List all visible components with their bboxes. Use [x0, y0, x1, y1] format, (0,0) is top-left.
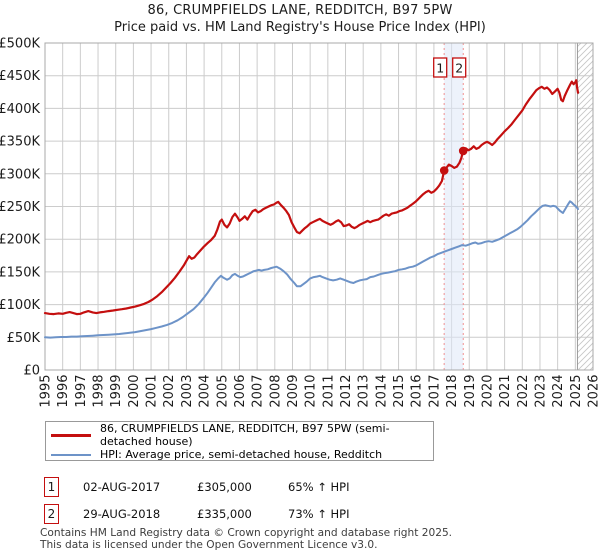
x-tick-label: 2008 [268, 375, 283, 408]
x-tick-label: 2024 [551, 375, 566, 408]
y-tick-label: £50K [7, 331, 41, 346]
sale-date: 29-AUG-2018 [83, 507, 161, 521]
price-history-chart: 1 2 £0 £50K £100K £150K £200K £250K £300K £350K £4… [0, 37, 600, 408]
x-tick-label: 2004 [198, 375, 213, 408]
x-tick-label: 2006 [233, 375, 248, 408]
y-tick-label: £0 [23, 364, 40, 379]
sale-label-box [433, 57, 448, 78]
legend: 86, CRUMPFIELDS LANE, REDDITCH, B97 5PW … [45, 421, 434, 461]
x-tick-label: 2003 [180, 375, 195, 408]
sale-annotation-row: 1 02-AUG-2017 £305,000 65% ↑ HPI [44, 477, 464, 498]
sale-marker-dot [439, 166, 449, 175]
x-tick-label: 2022 [516, 375, 531, 408]
hpi-line [44, 200, 579, 339]
x-tick-label: 2010 [304, 375, 319, 408]
between-sales-band [444, 43, 464, 370]
x-tick-label: 2021 [498, 375, 513, 408]
sale-price: £305,000 [197, 480, 252, 494]
page-subtitle: Price paid vs. HM Land Registry's House … [114, 20, 486, 35]
y-tick-label: £500K [0, 37, 40, 52]
sale-marker-dot [458, 146, 468, 156]
x-tick-label: 1999 [109, 375, 124, 408]
sale-number-badge: 1 [44, 477, 59, 497]
legend-label: 86, CRUMPFIELDS LANE, REDDITCH, B97 5PW … [100, 422, 390, 448]
legend-line-swatch [51, 433, 91, 437]
sale-label-box [452, 57, 467, 78]
y-tick-label: £200K [0, 233, 40, 248]
x-tick-label: 2019 [463, 375, 478, 408]
x-tick-label: 2002 [162, 375, 177, 408]
x-tick-label: 2009 [286, 375, 301, 408]
y-tick-label: £450K [0, 69, 40, 84]
x-tick-label: 2015 [392, 375, 407, 408]
x-tick-label: 2001 [145, 375, 160, 408]
legend-line-swatch [51, 453, 91, 456]
legend-label: HPI: Average price, semi-detached house,… [100, 448, 383, 461]
sale-annotation-row: 2 29-AUG-2018 £335,000 73% ↑ HPI [44, 504, 464, 525]
plot-border [44, 42, 594, 371]
x-tick-label: 2013 [357, 375, 372, 408]
x-tick-label: 1997 [74, 375, 89, 408]
future-hatch-region [577, 43, 593, 370]
x-tick-label: 2012 [339, 375, 354, 408]
x-tick-label: 2014 [374, 375, 389, 408]
sale-number-badge: 2 [44, 504, 59, 524]
y-tick-label: £400K [0, 102, 40, 117]
x-tick-label: 2018 [445, 375, 460, 408]
x-tick-label: 2007 [251, 375, 266, 408]
x-tick-label: 1996 [56, 375, 71, 408]
y-tick-label: £250K [0, 200, 40, 215]
x-tick-label: 2000 [127, 375, 142, 408]
footer-line-1: Contains HM Land Registry data © Crown c… [40, 527, 453, 539]
x-tick-label: 2025 [569, 375, 584, 408]
legend-item: HPI: Average price, semi-detached house,… [51, 448, 433, 461]
x-tick-label: 2023 [534, 375, 549, 408]
x-tick-label: 2026 [587, 375, 600, 408]
price-paid-line [43, 79, 580, 316]
x-tick-label: 2020 [480, 375, 495, 408]
sale-label: 1 [436, 61, 444, 76]
footer-line-2: This data is licensed under the Open Gov… [40, 538, 378, 551]
sale-price: £335,000 [197, 507, 252, 521]
y-tick-label: £150K [0, 265, 40, 280]
sale-vs-hpi: 65% ↑ HPI [288, 480, 350, 494]
sale-vs-hpi: 73% ↑ HPI [288, 507, 350, 521]
sale-date: 02-AUG-2017 [83, 480, 161, 494]
license-footer: Contains HM Land Registry data © Crown c… [40, 527, 453, 551]
y-tick-label: £300K [0, 167, 40, 182]
x-tick-label: 2017 [427, 375, 442, 408]
x-tick-label: 1995 [39, 375, 54, 408]
y-tick-label: £100K [0, 298, 40, 313]
page-title: 86, CRUMPFIELDS LANE, REDDITCH, B97 5PW [147, 3, 453, 18]
x-tick-label: 2005 [215, 375, 230, 408]
x-tick-label: 1998 [92, 375, 107, 408]
y-tick-label: £350K [0, 135, 40, 150]
x-tick-label: 2011 [321, 375, 336, 408]
legend-item: 86, CRUMPFIELDS LANE, REDDITCH, B97 5PW … [51, 422, 433, 448]
x-tick-label: 2016 [410, 375, 425, 408]
sale-label: 2 [455, 61, 463, 76]
